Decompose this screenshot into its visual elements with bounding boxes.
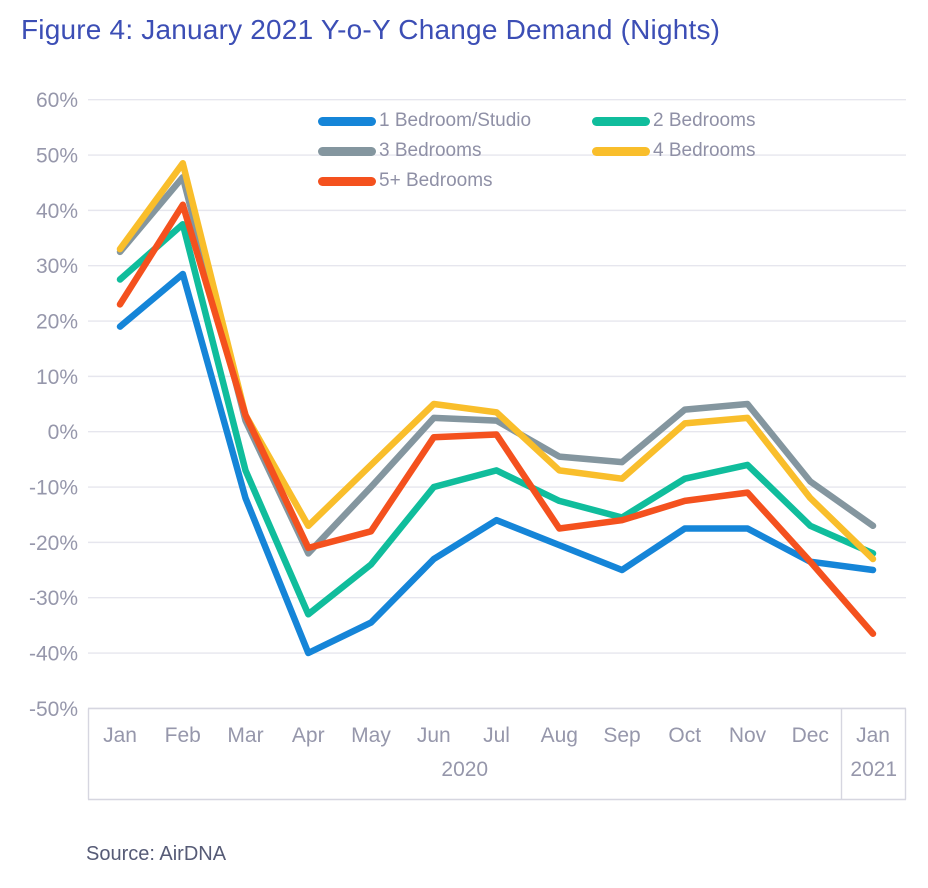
legend-label: 1 Bedroom/Studio — [379, 110, 532, 131]
y-tick-label: 0% — [48, 421, 78, 444]
legend-swatch-3-bedrooms — [318, 146, 376, 156]
series-line-5-bedrooms — [116, 201, 877, 637]
legend-item-3-bedrooms: 3 Bedrooms — [318, 140, 592, 162]
x-tick-label: Mar — [227, 724, 263, 747]
x-tick-label: Jan — [103, 724, 137, 747]
legend-item-2-bedrooms: 2 Bedrooms — [592, 110, 755, 132]
x-tick-label: Sep — [603, 724, 640, 747]
series-line-2-bedrooms — [116, 220, 877, 618]
y-tick-label: 50% — [36, 145, 78, 168]
y-tick-label: 40% — [36, 200, 78, 223]
x-tick-label: Aug — [541, 724, 578, 747]
x-tick-label: Jan — [856, 724, 890, 747]
legend-swatch-5plus-bedrooms — [318, 176, 376, 186]
x-group-label-2021: 2021 — [850, 758, 897, 781]
legend-item-4-bedrooms: 4 Bedrooms — [592, 140, 755, 162]
y-tick-label: 20% — [36, 311, 78, 334]
y-tick-label: -30% — [29, 587, 78, 610]
legend-swatch-2-bedrooms — [592, 116, 650, 126]
y-tick-label: 10% — [36, 366, 78, 389]
x-tick-label: Apr — [292, 724, 325, 747]
x-tick-label: Nov — [729, 724, 767, 747]
x-group-label-2020: 2020 — [441, 758, 488, 781]
legend-label: 5+ Bedrooms — [379, 170, 493, 191]
series-line-4-bedrooms — [116, 160, 877, 563]
legend-swatch-4-bedrooms — [592, 146, 650, 156]
legend-label: 4 Bedrooms — [653, 140, 756, 161]
legend-item-5plus-bedrooms: 5+ Bedrooms — [318, 170, 592, 192]
y-tick-label: -10% — [29, 477, 78, 500]
chart-legend: 1 Bedroom/Studio 2 Bedrooms 3 Bedrooms 4… — [318, 106, 755, 196]
x-tick-label: May — [351, 724, 391, 747]
y-tick-label: -40% — [29, 643, 78, 666]
x-tick-label: Oct — [668, 724, 701, 747]
series-line-1-bedroom-studio — [116, 270, 877, 657]
x-tick-label: Feb — [165, 724, 201, 747]
legend-swatch-1-bedroom-studio — [318, 116, 376, 126]
y-tick-label: -50% — [29, 698, 78, 721]
y-tick-label: 60% — [36, 89, 78, 112]
source-note: Source: AirDNA — [86, 843, 227, 865]
legend-item-1-bedroom-studio: 1 Bedroom/Studio — [318, 110, 592, 132]
legend-label: 2 Bedrooms — [653, 110, 756, 131]
chart-title: Figure 4: January 2021 Y-o-Y Change Dema… — [21, 14, 721, 45]
x-tick-label: Jul — [483, 724, 510, 747]
x-tick-label: Dec — [792, 724, 829, 747]
x-tick-label: Jun — [417, 724, 451, 747]
legend-label: 3 Bedrooms — [379, 140, 482, 161]
y-tick-label: -20% — [29, 532, 78, 555]
y-tick-label: 30% — [36, 255, 78, 278]
